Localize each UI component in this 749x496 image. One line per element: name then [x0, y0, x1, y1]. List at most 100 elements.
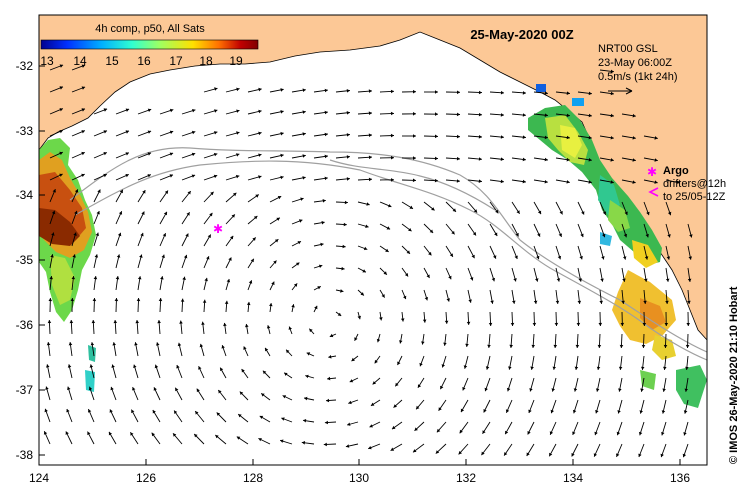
current-vector-head: [357, 315, 361, 320]
current-vector-head: [156, 342, 160, 346]
current-vector-head: [544, 91, 548, 95]
current-vector-head: [302, 132, 306, 136]
current-vector-head: [478, 90, 482, 95]
current-vector-head: [186, 212, 190, 216]
current-vector-head: [169, 108, 174, 113]
current-vector-head: [346, 133, 350, 137]
current-vector-head: [345, 444, 350, 448]
current-vector-head: [684, 388, 688, 392]
current-vector-head: [182, 276, 186, 280]
current-vector-head: [201, 321, 205, 325]
current-vector-head: [641, 366, 645, 370]
current-vector-head: [537, 210, 542, 215]
current-vector-head: [448, 275, 452, 280]
current-vector-head: [284, 372, 288, 376]
current-vector-head: [199, 343, 204, 348]
current-vector-head: [368, 177, 372, 182]
current-vector-head: [258, 131, 262, 136]
current-vector-head: [663, 344, 668, 348]
current-vector-head: [220, 367, 224, 372]
current-vector-head: [245, 324, 249, 328]
current-vector-head: [160, 276, 164, 280]
current-vector-head: [366, 202, 370, 206]
current-vector-head: [305, 374, 309, 379]
current-vector-head: [528, 409, 532, 413]
current-vector-head: [667, 211, 672, 216]
lon-label: 130: [349, 471, 369, 485]
current-vector-head: [451, 231, 455, 235]
current-vector-head: [419, 362, 423, 367]
current-vector-head: [578, 278, 582, 282]
current-vector-head: [566, 113, 570, 118]
current-vector-head: [269, 303, 273, 307]
current-vector-head: [103, 130, 107, 134]
current-vector-head: [152, 410, 156, 414]
drifter-tracks: [69, 147, 708, 361]
lon-label: 132: [456, 471, 476, 485]
current-vector-head: [351, 357, 355, 362]
svg-text:✱: ✱: [213, 222, 223, 236]
current-vector-head: [163, 211, 167, 216]
current-vector-head: [368, 89, 372, 93]
current-vector-head: [322, 199, 326, 203]
current-vector-head: [488, 322, 493, 326]
lat-axis: -32 -33 -34 -35 -36 -37 -38: [16, 59, 34, 462]
current-vector-head: [302, 176, 306, 180]
current-vector-head: [207, 234, 211, 238]
current-vector-head: [456, 179, 460, 183]
current-vector-head: [515, 232, 519, 237]
current-vector-head: [236, 153, 240, 157]
current-vector-head: [522, 179, 526, 184]
current-vector-head: [581, 211, 585, 215]
current-vector-head: [94, 254, 99, 258]
current-vector-head: [302, 88, 306, 92]
current-vector-head: [621, 300, 625, 304]
scale-arrow-icon: [608, 87, 633, 95]
current-vector-head: [68, 342, 73, 346]
current-vector-head: [645, 234, 649, 238]
lon-axis: 124 126 128 130 132 134 136: [29, 471, 690, 485]
current-vector-head: [300, 197, 304, 201]
current-vector-head: [93, 276, 98, 280]
credit-label: © IMOS 26-May-2020 21:10 Hobart: [728, 286, 740, 464]
map-title: 25-May-2020 00Z: [470, 27, 573, 42]
colorbar-tick: 16: [137, 54, 151, 68]
current-vector-head: [209, 212, 213, 217]
current-vector-head: [654, 136, 658, 140]
current-vector-head: [59, 151, 63, 156]
current-vector-head: [544, 157, 548, 162]
current-vector-head: [508, 366, 512, 370]
current-vector-head: [413, 112, 416, 116]
current-vector-head: [302, 154, 306, 158]
current-vector-head: [426, 274, 430, 278]
current-vector-head: [130, 432, 134, 436]
current-vector-head: [395, 382, 399, 387]
current-vector-head: [115, 276, 120, 280]
current-vector-head: [327, 376, 331, 381]
current-vector-head: [388, 204, 392, 208]
lat-ticks: [39, 65, 45, 456]
current-vector-head: [317, 286, 321, 290]
current-vector-head: [412, 178, 416, 183]
current-vector-head: [687, 300, 691, 304]
current-vector-head: [506, 387, 511, 392]
current-vector-head: [213, 174, 218, 179]
current-vector-head: [602, 211, 607, 215]
current-vector-head: [221, 345, 225, 349]
current-vector-head: [246, 301, 251, 306]
current-vector-head: [610, 158, 614, 162]
current-vectors: [43, 64, 693, 458]
current-vector-head: [434, 178, 438, 183]
current-vector-head: [161, 254, 165, 258]
current-vector-head: [258, 109, 262, 114]
current-vector-head: [202, 299, 207, 303]
current-vector-head: [638, 453, 642, 457]
current-vector-head: [265, 347, 269, 352]
current-vector-head: [616, 431, 621, 436]
current-vector-head: [600, 278, 604, 282]
current-vector-head: [337, 312, 342, 316]
current-vector-head: [580, 233, 584, 238]
current-vector-head: [88, 409, 92, 413]
current-vector-head: [500, 90, 504, 95]
colorbar: 4h comp, p50, All Sats 13 14 15 16 17 18…: [40, 23, 259, 68]
